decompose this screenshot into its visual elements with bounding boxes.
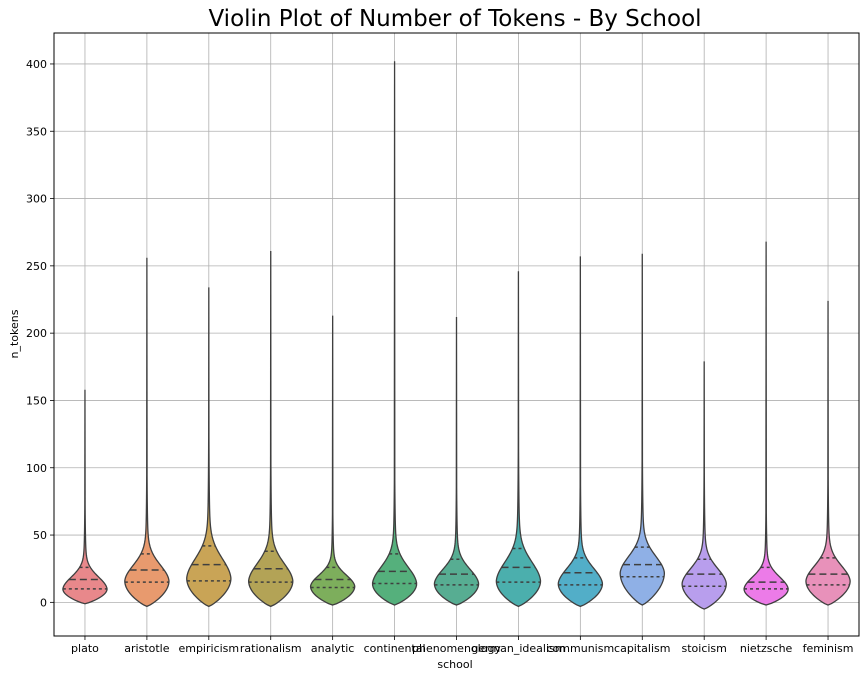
x-tick-label: feminism <box>803 642 854 655</box>
x-tick-label: nietzsche <box>740 642 793 655</box>
violin-german_idealism <box>495 271 542 608</box>
violin-aristotle <box>124 257 170 608</box>
y-tick-label: 250 <box>26 260 47 273</box>
violin-empiricism <box>186 287 232 608</box>
x-tick-label: plato <box>71 642 99 655</box>
violin-communism <box>557 256 604 608</box>
violin-analytic <box>309 315 356 606</box>
violin-continental <box>371 61 418 606</box>
x-tick-label: capitalism <box>614 642 670 655</box>
violin-nietzsche <box>743 241 789 606</box>
violins <box>62 61 851 610</box>
violin-phenomenology <box>433 317 480 606</box>
y-tick-label: 0 <box>40 596 47 609</box>
y-tick-label: 400 <box>26 58 47 71</box>
violin-plato <box>62 389 108 605</box>
x-tick-label: empiricism <box>178 642 239 655</box>
y-tick-label: 200 <box>26 327 47 340</box>
chart-title: Violin Plot of Number of Tokens - By Sch… <box>208 6 701 32</box>
y-tick-label: 150 <box>26 394 47 407</box>
y-tick-label: 100 <box>26 462 47 475</box>
x-tick-label: continental <box>364 642 426 655</box>
y-tick-label: 50 <box>33 529 47 542</box>
x-axis-ticks: plato aristotle empiricism rationalism analy… <box>71 636 853 655</box>
x-tick-label: rationalism <box>240 642 302 655</box>
y-axis-ticks: 0 50 100 150 200 250 300 350 400 <box>26 58 54 609</box>
x-tick-label: aristotle <box>124 642 169 655</box>
x-axis-label: school <box>437 658 472 671</box>
violin-capitalism <box>619 253 666 606</box>
y-axis-label: n_tokens <box>8 309 21 358</box>
x-tick-label: german_idealism <box>471 642 565 655</box>
x-tick-label: phenomenology <box>412 642 501 655</box>
y-tick-label: 350 <box>26 125 47 138</box>
y-tick-label: 300 <box>26 193 47 206</box>
x-tick-label: analytic <box>311 642 354 655</box>
x-tick-label: communism <box>547 642 615 655</box>
x-tick-label: stoicism <box>681 642 726 655</box>
violin-stoicism <box>681 361 727 610</box>
violin-feminism <box>805 300 851 606</box>
violin-rationalism <box>248 251 294 608</box>
